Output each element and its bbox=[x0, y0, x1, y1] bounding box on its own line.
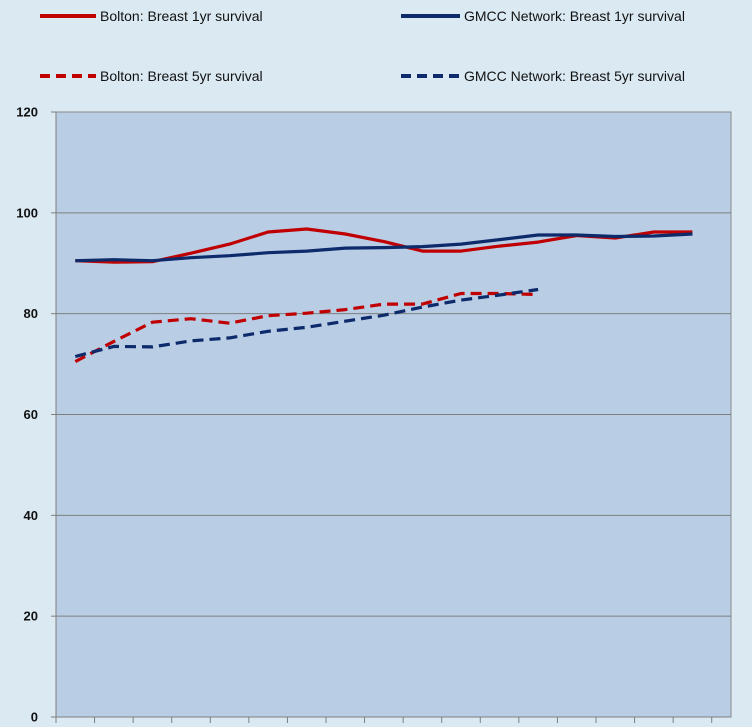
legend-label-2: GMCC Network: Breast 1yr survival bbox=[464, 8, 685, 24]
series-line-4 bbox=[74, 287, 539, 359]
y-tick-label: 60 bbox=[24, 407, 38, 422]
y-tick-label: 20 bbox=[24, 609, 38, 624]
x-axis-ticks bbox=[55, 717, 713, 723]
series-lines bbox=[74, 227, 693, 364]
y-tick-label: 0 bbox=[31, 710, 38, 725]
y-tick-label: 80 bbox=[24, 306, 38, 321]
y-tick-label: 120 bbox=[16, 105, 38, 120]
legend-label-3: Bolton: Breast 5yr survival bbox=[100, 68, 263, 84]
y-tick-label: 100 bbox=[16, 205, 38, 220]
y-axis-ticks: 0 20 40 60 80 100 120 bbox=[16, 105, 56, 725]
series-line-2 bbox=[75, 232, 693, 263]
y-tick-label: 40 bbox=[24, 508, 38, 523]
legend: Bolton: Breast 1yr survival GMCC Network:… bbox=[40, 8, 685, 84]
series-line-3 bbox=[74, 291, 539, 364]
legend-label-1: Bolton: Breast 1yr survival bbox=[100, 8, 263, 24]
gridlines bbox=[56, 212, 731, 617]
legend-label-4: GMCC Network: Breast 5yr survival bbox=[464, 68, 685, 84]
